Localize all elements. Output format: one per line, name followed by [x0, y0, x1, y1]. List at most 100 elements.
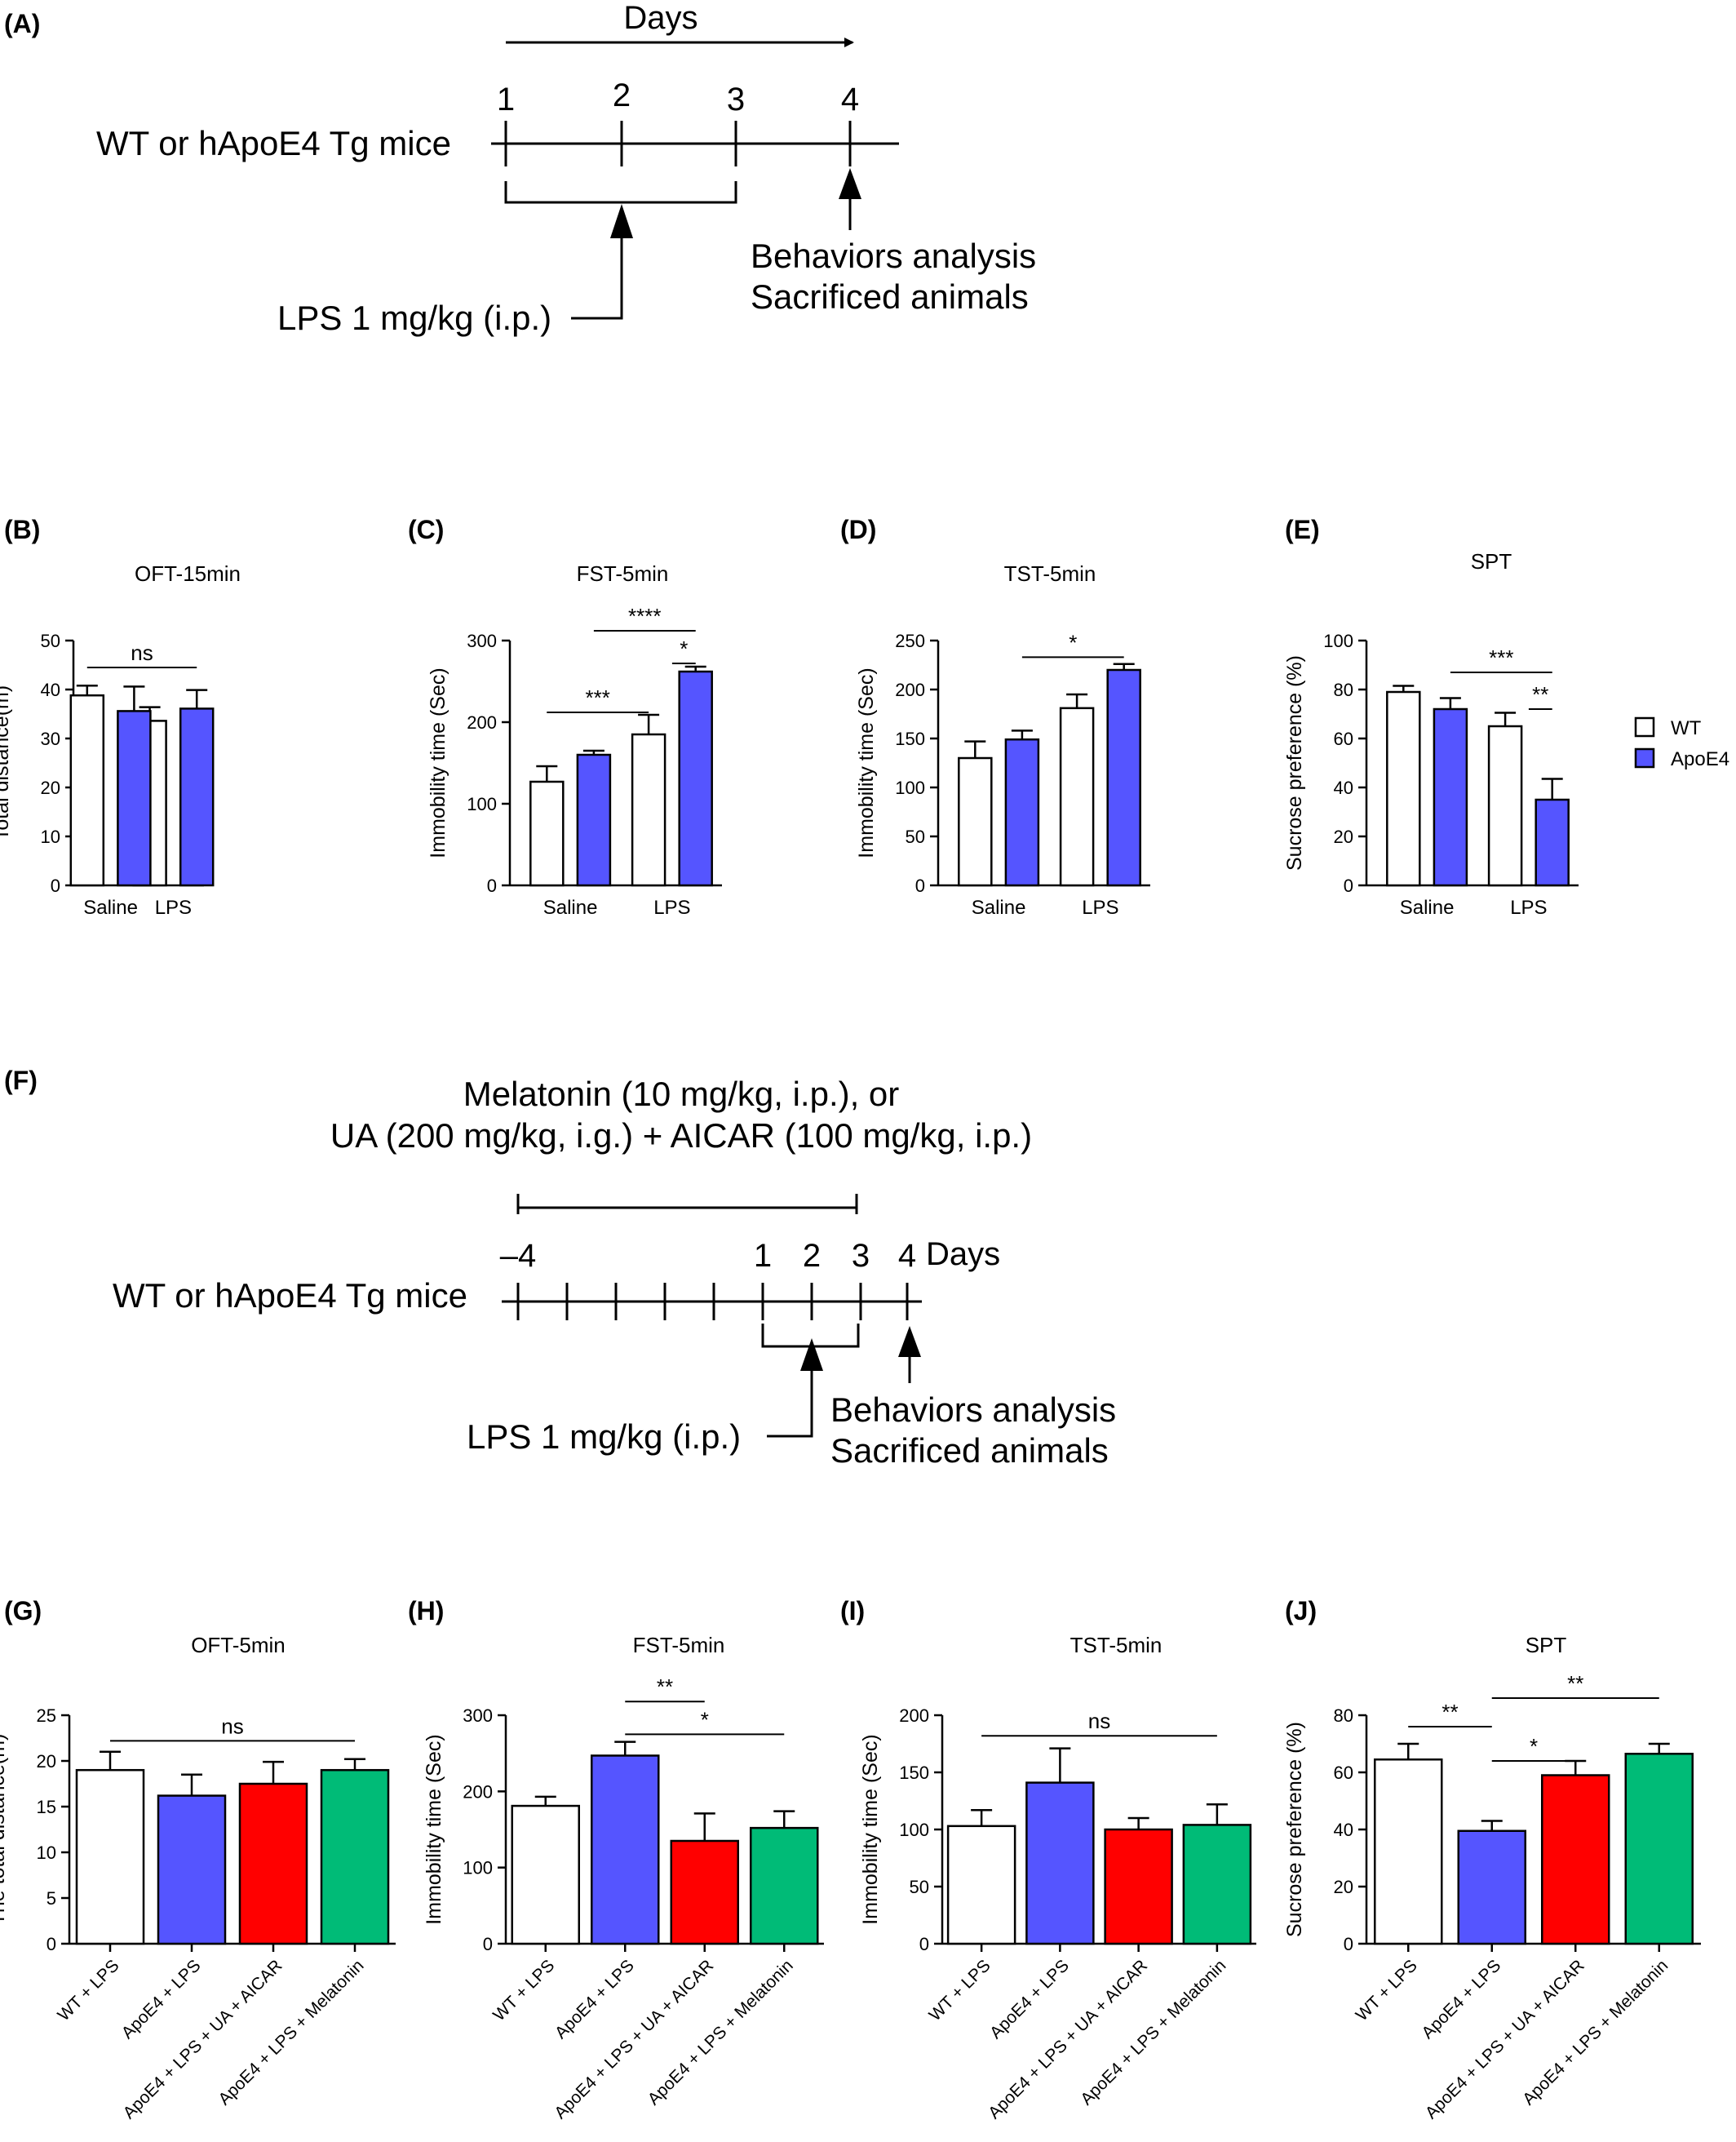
x-tick-label: ApoE4 + LPS + Melatonin — [215, 1956, 367, 2109]
y-tick-label: 0 — [915, 876, 925, 896]
x-tick-label: ApoE4 + LPS + Melatonin — [1077, 1956, 1229, 2109]
y-tick-label: 0 — [46, 1934, 56, 1954]
bar-apoe4 — [1433, 707, 1468, 887]
bar — [946, 1825, 1016, 1945]
chart-title: FST-5min — [577, 561, 669, 586]
significance-label: * — [680, 636, 688, 661]
bar-apoe4 — [1004, 738, 1040, 887]
y-tick-label: 200 — [463, 1781, 493, 1802]
f-day-tick-4: 4 — [898, 1238, 916, 1274]
bar — [1374, 1758, 1443, 1945]
behavior-arrow-head — [839, 168, 861, 199]
f-day-tick-3: 3 — [852, 1238, 870, 1274]
chart-j: (J) SPT 0 20 40 60 80 Sucrose preference (%) WT … — [1283, 1596, 1701, 2122]
chart-b: (B) OFT-15min 0 10 20 30 40 50 Total distance(m)… — [0, 515, 241, 919]
f-behaviors-label: Behaviors analysis — [830, 1390, 1116, 1429]
day-tick-4: 4 — [841, 82, 859, 118]
y-tick-label: 200 — [467, 712, 497, 733]
bar — [591, 1754, 660, 1945]
y-tick-label: 10 — [41, 827, 60, 847]
y-axis-label: The total distance(m) — [0, 1734, 9, 1926]
y-tick-label: 300 — [463, 1705, 493, 1726]
f-day-tick-2: 2 — [803, 1238, 821, 1274]
legend-wt-swatch — [1634, 716, 1655, 738]
x-tick-label: LPS — [1082, 897, 1118, 919]
panel-label: (C) — [408, 515, 444, 544]
chart-i: (I) TST-5min 0 50 100 150 200 Immobility time (… — [840, 1596, 1256, 2122]
chart-title: SPT — [1526, 1633, 1567, 1657]
panel-label: (B) — [4, 515, 40, 544]
significance-label: **** — [628, 604, 661, 628]
chart-title: OFT-15min — [135, 561, 241, 586]
y-tick-label: 100 — [899, 1820, 929, 1840]
bar — [1025, 1781, 1095, 1945]
f-behavior-arrow-head — [898, 1326, 921, 1357]
bar — [511, 1804, 580, 1945]
y-tick-label: 30 — [41, 729, 60, 749]
y-tick-label: 60 — [1334, 729, 1353, 749]
y-tick-label: 100 — [463, 1858, 493, 1878]
y-axis-label: Immobility time (Sec) — [859, 1734, 882, 1924]
y-tick-label: 40 — [41, 680, 60, 700]
y-tick-label: 15 — [37, 1797, 56, 1817]
y-tick-label: 20 — [1334, 1877, 1353, 1897]
y-axis-label: Sucrose preference (%) — [1283, 1722, 1306, 1937]
f-mice-label: WT or hApoE4 Tg mice — [113, 1276, 467, 1315]
legend-apoe4-swatch — [1634, 747, 1655, 769]
y-tick-label: 150 — [899, 1763, 929, 1783]
panel-label: (J) — [1285, 1596, 1317, 1625]
x-tick-label: ApoE4 + LPS — [986, 1956, 1073, 2042]
x-tick-label: ApoE4 + LPS + UA + AICAR — [551, 1956, 717, 2122]
bar-wt — [958, 756, 993, 887]
x-tick-label: LPS — [155, 897, 192, 919]
y-tick-label: 25 — [37, 1705, 56, 1726]
y-axis-label: Immobility time (Sec) — [427, 667, 450, 858]
significance-label: *** — [1489, 645, 1513, 670]
day-tick-3: 3 — [727, 82, 745, 118]
treatment-line-2: UA (200 mg/kg, i.g.) + AICAR (100 mg/kg,… — [330, 1116, 1032, 1155]
lps-arrow-head — [610, 204, 633, 238]
bar-apoe4 — [576, 753, 612, 887]
chart-h: (H) FST-5min 0 100 200 300 Immobility time (Se… — [408, 1596, 824, 2122]
bar — [1457, 1829, 1526, 1945]
bar-wt — [1386, 690, 1421, 887]
panel-f-label: (F) — [4, 1066, 38, 1095]
days-label: Days — [623, 0, 698, 36]
significance-label: * — [1530, 1734, 1538, 1758]
significance-label: ** — [1567, 1671, 1583, 1696]
significance-label: ns — [131, 641, 153, 665]
bar-apoe4 — [1106, 668, 1141, 887]
x-tick-label: WT + LPS — [1353, 1956, 1421, 2024]
bar — [238, 1782, 308, 1945]
panel-label: (G) — [4, 1596, 42, 1625]
y-tick-label: 10 — [37, 1843, 56, 1863]
chart-title: SPT — [1471, 549, 1512, 574]
y-tick-label: 20 — [1334, 827, 1353, 847]
x-tick-label: Saline — [83, 897, 138, 919]
y-tick-label: 0 — [1344, 876, 1353, 896]
bar-wt — [631, 733, 666, 887]
panel-f-timeline: (F) Melatonin (10 mg/kg, i.p.), or UA (2… — [4, 1066, 1116, 1470]
y-tick-label: 0 — [483, 1934, 493, 1954]
y-tick-label: 0 — [51, 876, 60, 896]
y-axis-label: Immobility time (Sec) — [855, 667, 878, 858]
treatment-bracket — [516, 1194, 858, 1214]
panel-a-label: (A) — [4, 9, 40, 38]
bar-wt — [1487, 725, 1523, 887]
x-tick-label: ApoE4 + LPS + Melatonin — [644, 1956, 797, 2109]
significance-label: ** — [1532, 682, 1548, 707]
y-tick-label: 0 — [487, 876, 497, 896]
lps-label: LPS 1 mg/kg (i.p.) — [277, 299, 551, 337]
y-tick-label: 100 — [895, 778, 925, 798]
y-tick-label: 50 — [910, 1877, 929, 1897]
chart-d: (D) TST-5min 0 50 100 150 200 250 Immobility tim… — [840, 515, 1150, 919]
x-tick-label: ApoE4 + LPS — [1418, 1956, 1504, 2042]
y-tick-label: 5 — [46, 1888, 56, 1909]
y-tick-label: 0 — [919, 1934, 929, 1954]
panel-label: (D) — [840, 515, 876, 544]
bar — [1624, 1753, 1694, 1945]
chart-g: (G) OFT-5min 0 5 10 15 20 25 The total distance(… — [0, 1596, 396, 2122]
sacrificed-label: Sacrificed animals — [751, 277, 1029, 316]
x-tick-label: LPS — [1510, 897, 1547, 919]
